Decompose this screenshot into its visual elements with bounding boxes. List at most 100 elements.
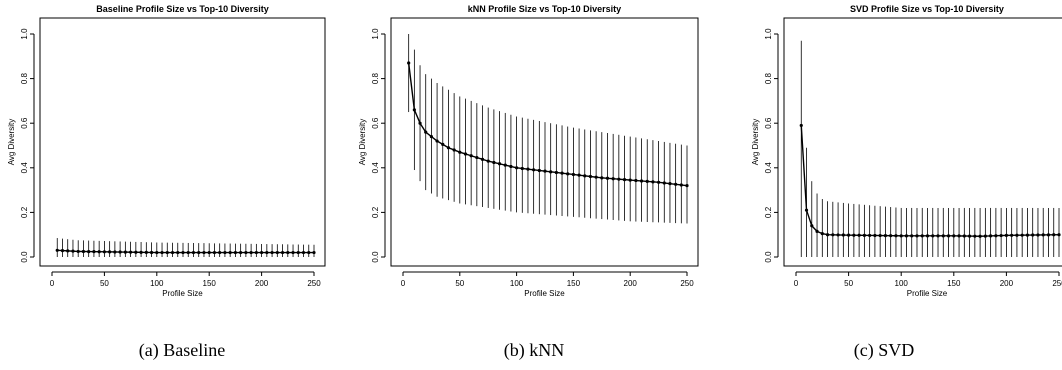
data-point (87, 249, 91, 254)
data-point (446, 146, 451, 150)
data-point (197, 250, 201, 255)
data-point (910, 234, 914, 238)
data-point (452, 148, 456, 152)
data-point (469, 154, 473, 158)
data-point (228, 250, 232, 255)
data-point (847, 233, 851, 237)
y-tick-label: 0.6 (371, 117, 380, 129)
data-point (492, 160, 496, 165)
plot-frame (390, 17, 699, 267)
data-point (480, 157, 485, 161)
data-point (946, 234, 951, 238)
x-tick-label: 200 (255, 279, 269, 288)
data-point (537, 168, 541, 173)
data-point (820, 231, 824, 236)
y-tick-label: 1.0 (20, 28, 29, 40)
y-tick-label: 0.6 (764, 117, 773, 129)
y-axis-label: Avg Diversity (751, 119, 760, 166)
data-point (407, 61, 411, 65)
data-point (852, 233, 856, 237)
data-point (202, 250, 206, 255)
data-point (149, 250, 154, 255)
data-point (441, 142, 445, 146)
data-point (71, 249, 75, 253)
data-point (904, 234, 909, 238)
caption-svd: (c) SVD (853, 340, 915, 360)
data-point (983, 234, 987, 238)
x-tick-label: 100 (895, 279, 909, 288)
data-point (889, 234, 893, 238)
data-point (883, 234, 888, 238)
data-point (668, 182, 672, 186)
data-point (952, 234, 956, 238)
data-point (804, 208, 809, 212)
x-tick-label: 200 (624, 279, 638, 288)
caption-knn: (b) kNN (503, 340, 565, 360)
x-tick-label: 50 (100, 279, 109, 288)
x-axis-label: Profile Size (907, 289, 948, 298)
x-tick-label: 0 (50, 279, 55, 288)
y-tick-label: 0.0 (764, 251, 773, 263)
data-point (249, 250, 253, 255)
data-point (144, 250, 148, 254)
mean-line (407, 62, 688, 187)
x-tick-label: 50 (844, 279, 853, 288)
y-tick-label: 0.0 (20, 251, 29, 263)
data-point (280, 250, 285, 255)
data-point (634, 178, 638, 183)
data-point (475, 155, 479, 160)
data-point (435, 139, 439, 143)
data-point (509, 164, 513, 169)
data-point (617, 177, 621, 181)
data-point (577, 173, 581, 177)
data-point (118, 250, 122, 254)
data-point (605, 176, 610, 180)
data-point (532, 168, 536, 172)
data-point (583, 174, 587, 178)
data-point (526, 167, 530, 171)
data-point (925, 234, 930, 238)
plot-frame (783, 17, 1062, 267)
data-point (685, 184, 689, 188)
x-axis-label: Profile Size (524, 289, 565, 298)
data-point (549, 170, 553, 174)
mean-line (800, 125, 1060, 237)
data-point (270, 250, 274, 255)
x-tick-label: 150 (203, 279, 217, 288)
data-point (1041, 233, 1045, 237)
data-point (223, 250, 227, 255)
data-point (622, 178, 627, 182)
data-point (301, 250, 306, 255)
data-point (113, 250, 117, 254)
data-point (560, 171, 564, 175)
data-point (857, 233, 861, 237)
data-point (296, 250, 300, 255)
data-point (97, 250, 101, 254)
data-point (566, 172, 570, 176)
data-point (554, 170, 558, 175)
x-tick-label: 50 (455, 279, 464, 288)
data-point (628, 178, 632, 182)
data-point (181, 250, 185, 255)
baseline-panel: Baseline Profile Size vs Top-10 Diversit… (7, 4, 326, 298)
data-point (931, 234, 935, 238)
data-point (139, 250, 143, 254)
data-point (674, 182, 678, 186)
data-point (497, 162, 502, 166)
data-point (841, 233, 845, 237)
data-point (815, 229, 819, 233)
data-point (486, 159, 490, 163)
data-point (967, 234, 972, 238)
data-point (186, 250, 190, 255)
x-tick-label: 250 (307, 279, 321, 288)
data-point (973, 234, 977, 238)
data-point (962, 234, 966, 238)
data-point (600, 176, 604, 180)
data-point (1052, 233, 1056, 237)
data-point (920, 234, 924, 238)
y-tick-label: 0.8 (20, 72, 29, 84)
data-point (588, 174, 593, 179)
data-point (611, 177, 615, 181)
data-point (66, 249, 70, 253)
data-point (291, 250, 295, 255)
